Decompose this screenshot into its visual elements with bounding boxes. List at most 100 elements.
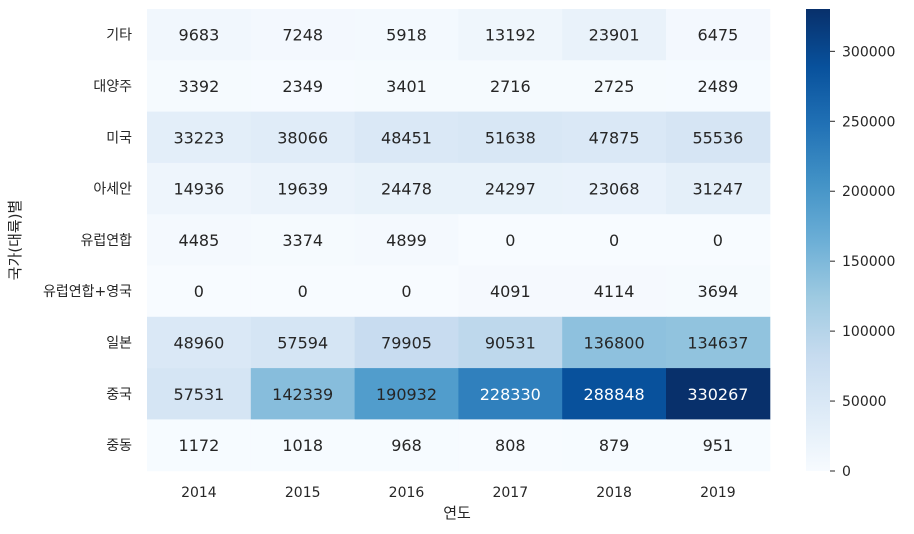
heatmap-cell <box>562 265 667 318</box>
cell-value-label: 968 <box>391 436 422 455</box>
heatmap-cell <box>250 60 356 113</box>
heatmap-cell <box>458 9 563 61</box>
colorbar-tick-label: 100000 <box>842 324 895 340</box>
cell-value-label: 6475 <box>698 26 739 45</box>
cell-value-label: 33223 <box>173 128 224 147</box>
heatmap-cell <box>147 368 252 420</box>
cell-value-label: 31247 <box>692 180 743 199</box>
x-tick-label: 2018 <box>596 485 632 501</box>
heatmap-cell <box>562 111 667 164</box>
y-tick-label: 유럽연합 <box>80 233 132 249</box>
heatmap-cell <box>354 162 459 215</box>
x-tick-label: 2017 <box>492 485 528 501</box>
cell-value-label: 0 <box>401 282 411 301</box>
cell-value-label: 51638 <box>485 128 536 147</box>
colorbar <box>806 9 830 471</box>
cell-value-label: 7248 <box>282 26 323 45</box>
heatmap-cell <box>147 9 252 61</box>
heatmap-cell <box>562 9 667 61</box>
heatmap-cell <box>250 214 356 266</box>
cell-value-label: 2489 <box>698 77 739 96</box>
cell-value-label: 23068 <box>589 180 640 199</box>
heatmap-cell <box>250 162 356 215</box>
cell-value-label: 4485 <box>179 231 220 250</box>
cell-value-label: 19639 <box>277 180 328 199</box>
y-tick-label: 대양주 <box>93 79 132 95</box>
x-tick-label: 2014 <box>181 485 217 501</box>
heatmap-cell <box>562 368 667 420</box>
colorbar-tick-label: 150000 <box>842 254 895 270</box>
heatmap-cell <box>147 60 252 113</box>
colorbar-tick-label: 300000 <box>842 44 895 60</box>
cell-value-label: 330267 <box>687 385 748 404</box>
cell-value-label: 288848 <box>584 385 645 404</box>
heatmap-cell <box>147 162 252 215</box>
cell-value-label: 14936 <box>173 180 224 199</box>
cell-value-label: 48960 <box>173 333 224 352</box>
heatmap-cell <box>562 316 667 369</box>
heatmap-cell <box>147 316 252 369</box>
cell-value-label: 57594 <box>277 333 328 352</box>
heatmap-cell <box>666 265 771 318</box>
heatmap-cell <box>250 9 356 61</box>
x-tick-label: 2016 <box>389 485 425 501</box>
cell-value-label: 24297 <box>485 180 536 199</box>
cell-value-label: 57531 <box>173 385 224 404</box>
cell-value-label: 23901 <box>589 26 640 45</box>
heatmap-cell <box>147 265 252 318</box>
cell-value-label: 0 <box>298 282 308 301</box>
heatmap-cell <box>354 316 459 369</box>
cell-value-label: 1018 <box>282 436 323 455</box>
x-axis-ticks: 2014 2015 2016 2017 2018 2019 <box>181 485 736 501</box>
heatmap-cell <box>458 265 563 318</box>
heatmap-cell <box>250 368 356 420</box>
heatmap-cell <box>354 60 459 113</box>
heatmap-cell <box>354 214 459 266</box>
heatmap-cell <box>666 214 771 266</box>
cell-value-label: 3374 <box>282 231 323 250</box>
colorbar-tick-label: 50000 <box>842 394 887 410</box>
heatmap-cell <box>666 111 771 164</box>
heatmap-cell <box>354 9 459 61</box>
cell-value-label: 2349 <box>282 77 323 96</box>
cell-value-label: 2725 <box>594 77 635 96</box>
cell-value-label: 134637 <box>687 333 748 352</box>
cell-value-label: 4899 <box>386 231 427 250</box>
heatmap-cell <box>562 214 667 266</box>
heatmap-cell <box>562 162 667 215</box>
cell-value-label: 90531 <box>485 333 536 352</box>
heatmap-cell <box>147 111 252 164</box>
y-axis-label: 국가(대륙)별 <box>6 200 24 281</box>
heatmap-cell <box>250 111 356 164</box>
heatmap-cell <box>354 265 459 318</box>
cell-value-label: 48451 <box>381 128 432 147</box>
colorbar-tick-label: 250000 <box>842 114 895 130</box>
cell-value-label: 0 <box>505 231 515 250</box>
cell-value-label: 0 <box>609 231 619 250</box>
heatmap-cell <box>354 368 459 420</box>
cell-value-label: 228330 <box>480 385 541 404</box>
heatmap-cells <box>147 9 771 472</box>
heatmap-cell <box>666 316 771 369</box>
colorbar-tick-label: 200000 <box>842 184 895 200</box>
heatmap-cell <box>250 265 356 318</box>
heatmap-cell <box>666 162 771 215</box>
colorbar-ticks: 0 50000 100000 150000 200000 250000 300000 <box>830 44 895 480</box>
y-tick-label: 미국 <box>106 130 132 146</box>
heatmap-cell <box>562 60 667 113</box>
cell-value-label: 24478 <box>381 180 432 199</box>
heatmap-cell <box>250 419 356 472</box>
y-tick-label: 중국 <box>106 387 132 403</box>
cell-value-label: 9683 <box>179 26 220 45</box>
y-tick-label: 중동 <box>106 438 132 454</box>
cell-value-label: 38066 <box>277 128 328 147</box>
cell-value-label: 3392 <box>179 77 220 96</box>
heatmap-cell <box>666 368 771 420</box>
y-tick-label: 유럽연합+영국 <box>43 284 132 300</box>
heatmap-cell <box>458 111 563 164</box>
cell-value-label: 808 <box>495 436 526 455</box>
y-tick-label: 기타 <box>106 28 132 44</box>
